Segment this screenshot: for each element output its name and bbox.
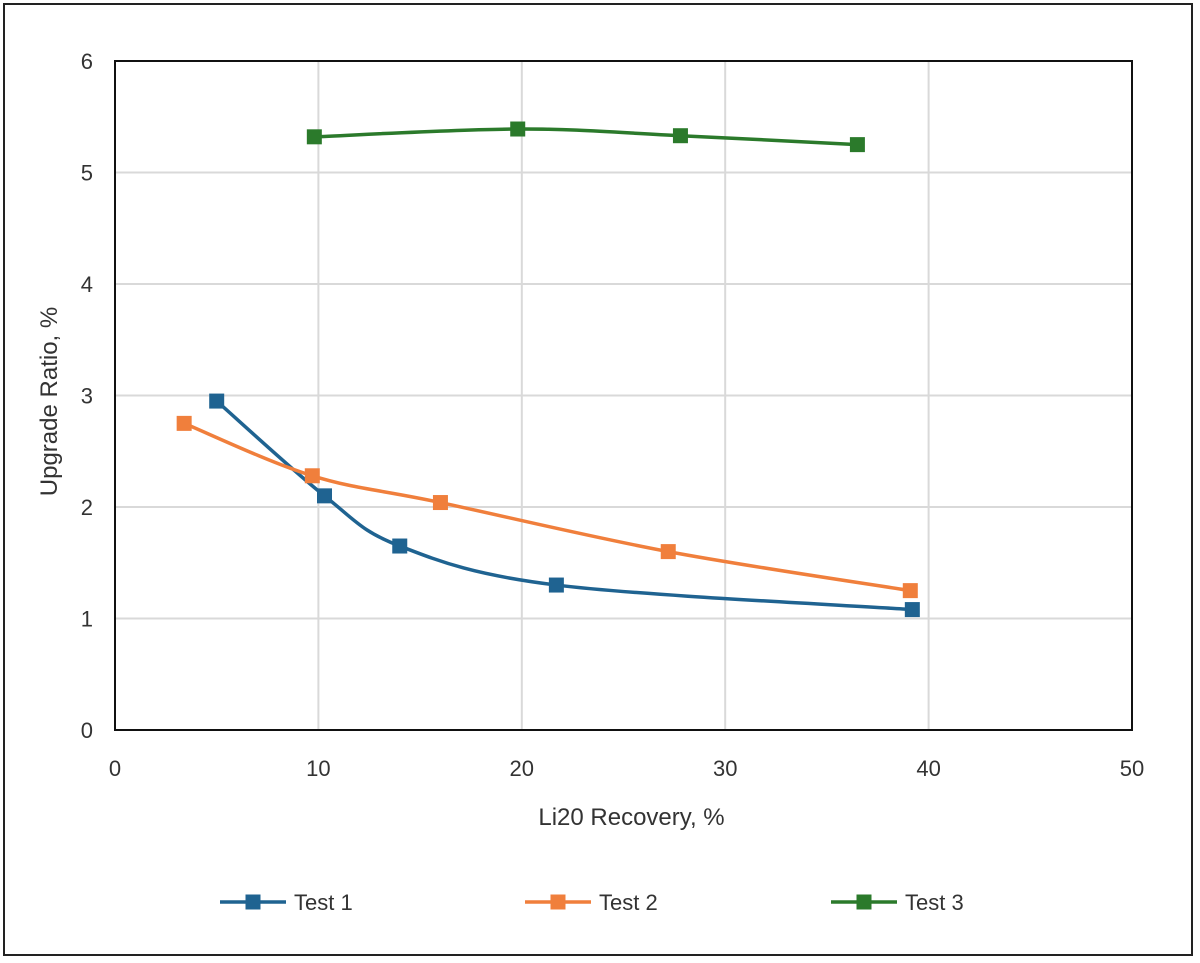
data-point-test-1 [904,602,920,618]
x-tick-label: 50 [1120,756,1144,781]
chart-frame: 0 1 2 3 4 5 6 0 10 20 30 40 50 Li20 Recovery, % Upg… [3,3,1193,956]
x-tick-label: 0 [109,756,121,781]
grid [115,61,1132,730]
data-point-test-1 [209,393,225,409]
legend-label: Test 3 [905,890,964,915]
x-tick-label: 40 [916,756,940,781]
data-point-test-3 [306,129,322,145]
series-line-test-3 [312,127,860,147]
y-tick-label: 1 [81,607,93,632]
data-point-test-1 [392,538,408,554]
line-chart: 0 1 2 3 4 5 6 0 10 20 30 40 50 Li20 Recovery, % Upg… [36,49,1144,915]
data-point-test-2 [432,495,448,511]
y-tick-label: 6 [81,49,93,74]
y-tick-label: 5 [81,161,93,186]
y-tick-label: 3 [81,384,93,409]
legend-label: Test 1 [294,890,353,915]
y-axis-title: Upgrade Ratio, % [36,307,63,496]
data-point-test-2 [660,544,676,560]
series-line-test-2 [182,421,913,593]
legend: Test 1 Test 2 Test 3 [220,890,964,915]
data-point-test-2 [176,415,192,431]
legend-marker [550,894,566,910]
data-point-test-2 [902,583,918,599]
y-tick-label: 4 [81,272,93,297]
x-tick-label: 10 [306,756,330,781]
x-axis-ticks: 0 10 20 30 40 50 [109,756,1144,781]
legend-item-test-2: Test 2 [525,890,658,915]
y-tick-label: 2 [81,495,93,520]
data-point-test-1 [317,488,333,504]
legend-label: Test 2 [599,890,658,915]
series-lines [182,127,915,612]
legend-item-test-1: Test 1 [220,890,353,915]
legend-marker [245,894,261,910]
y-tick-label: 0 [81,718,93,743]
x-tick-label: 30 [713,756,737,781]
data-point-test-3 [510,121,526,137]
data-point-test-1 [548,577,564,593]
data-point-test-3 [849,137,865,153]
series-line-test-1 [214,399,915,612]
y-axis-ticks: 0 1 2 3 4 5 6 [81,49,93,743]
data-point-test-2 [304,468,320,484]
x-tick-label: 20 [510,756,534,781]
plot-border [114,60,1133,731]
legend-item-test-3: Test 3 [831,890,964,915]
series-markers [176,121,920,618]
x-axis-title: Li20 Recovery, % [538,804,724,831]
legend-marker [856,894,872,910]
data-point-test-3 [672,128,688,144]
